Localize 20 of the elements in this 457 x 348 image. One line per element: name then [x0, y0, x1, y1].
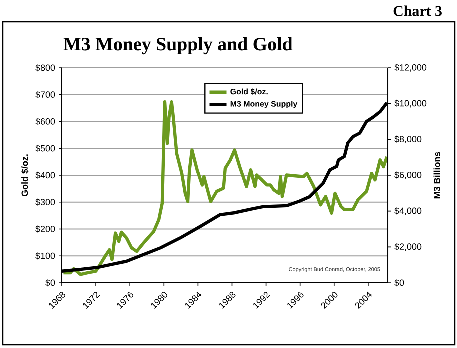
y-tick-label: $700 [36, 91, 56, 99]
chart-title: M3 Money Supply and Gold [64, 37, 293, 55]
y-tick-label: $100 [36, 252, 56, 260]
y-tick-label: $600 [36, 118, 56, 126]
y-tick-label: $500 [36, 144, 56, 152]
y-tick-label: $300 [36, 198, 56, 206]
y-tick-label: $400 [36, 172, 56, 180]
caption: Chart 3 [394, 6, 442, 16]
y-tick-label: $200 [36, 226, 56, 233]
y2-tick-label: $10,000 [394, 100, 427, 108]
y-axis-title: Gold $/oz. [21, 154, 29, 197]
y2-tick-label: $8,000 [394, 136, 422, 144]
y2-tick-label: $0 [394, 279, 404, 287]
y2-tick-label: $4,000 [394, 207, 422, 216]
y2-tick-label: $6,000 [394, 172, 422, 180]
y-tick-label: $800 [36, 64, 56, 72]
y2-tick-label: $2,000 [394, 243, 422, 252]
y2-axis-title: M3 Billions [434, 152, 440, 199]
y2-tick-label: $12,000 [394, 64, 427, 72]
y-tick-label: $0 [46, 279, 56, 287]
